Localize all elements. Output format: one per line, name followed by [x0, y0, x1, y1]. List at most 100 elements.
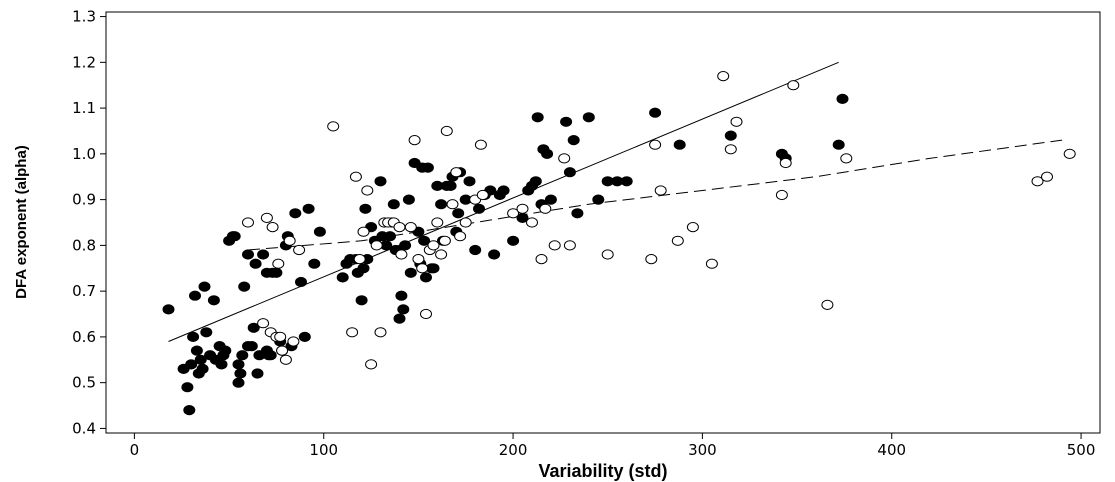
open-data-point [266, 222, 279, 233]
filled-data-point [497, 185, 510, 196]
filled-data-point [567, 135, 580, 146]
filled-data-point [488, 249, 501, 260]
filled-data-point [187, 331, 200, 342]
filled-data-point [649, 107, 662, 118]
fit-line-dashed [247, 139, 1063, 251]
y-tick-label: 0.4 [72, 419, 96, 437]
filled-data-point [295, 276, 307, 288]
y-tick-label: 1.1 [72, 99, 96, 117]
filled-data-point [420, 272, 432, 283]
filled-data-point [592, 194, 605, 205]
open-data-point [1031, 176, 1044, 187]
open-data-point [563, 240, 576, 251]
filled-data-point [673, 139, 686, 150]
filled-data-point [402, 194, 415, 205]
y-axis: 0.4 0.5 0.6 0.7 0.8 0.9 1.0 1.1 1.2 1.3 [72, 8, 106, 437]
filled-data-point [395, 290, 408, 301]
open-data-point [539, 203, 552, 214]
open-data-point [686, 222, 699, 233]
filled-data-point [832, 139, 845, 150]
filled-data-point [219, 345, 232, 356]
y-tick-label: 0.9 [72, 191, 96, 209]
filled-data-point [196, 363, 209, 374]
open-data-point [775, 189, 788, 201]
filled-data-point [427, 263, 440, 274]
open-data-point [272, 258, 285, 269]
filled-data-point [469, 244, 482, 256]
open-data-point [370, 240, 383, 251]
open-data-point [435, 249, 448, 260]
open-data-point [649, 139, 662, 150]
open-data-point [283, 235, 296, 246]
filled-data-point [251, 368, 264, 379]
filled-data-point [421, 162, 434, 173]
filled-data-point [228, 231, 241, 242]
open-data-point [516, 203, 529, 214]
open-data-point [507, 208, 520, 219]
open-data-point [654, 185, 667, 196]
filled-data-point [238, 281, 251, 292]
filled-data-point [560, 116, 573, 127]
filled-data-point [215, 359, 228, 370]
filled-data-point [444, 180, 457, 191]
x-axis-title: Variability (std) [538, 461, 667, 481]
open-data-point [412, 254, 425, 265]
filled-data-point [336, 272, 349, 283]
open-data-point [450, 167, 463, 178]
open-data-point [705, 258, 718, 269]
filled-data-point [582, 112, 595, 123]
open-data-point [526, 217, 538, 228]
open-data-point [416, 263, 429, 274]
filled-data-point [298, 331, 311, 342]
open-data-point [431, 217, 444, 228]
filled-data-point [249, 258, 262, 269]
filled-data-point [190, 345, 203, 356]
open-data-point [730, 116, 743, 127]
filled-data-point [162, 304, 175, 315]
plot-area-frame [105, 11, 1101, 434]
filled-data-point [289, 208, 302, 219]
open-data-point [476, 189, 489, 201]
filled-data-point [198, 281, 211, 292]
filled-data-point [473, 203, 485, 214]
open-data-point [440, 125, 453, 137]
open-data-point [293, 244, 306, 256]
filled-data-point [313, 226, 326, 237]
open-data-point [454, 231, 467, 242]
filled-data-point [357, 263, 370, 274]
filled-data-point [232, 377, 245, 388]
filled-data-point [541, 148, 554, 159]
open-data-point [601, 249, 614, 260]
filled-data-point [387, 199, 400, 210]
x-tick-label: 400 [877, 441, 906, 459]
filled-data-point [257, 249, 270, 260]
filled-data-point [264, 350, 277, 361]
filled-data-point [308, 258, 321, 269]
open-data-point [459, 217, 472, 228]
filled-data-point [836, 93, 849, 105]
y-tick-label: 1.2 [72, 53, 96, 71]
filled-data-point [620, 176, 633, 187]
open-data-point [353, 254, 366, 265]
open-data-point [717, 71, 730, 82]
filled-data-point [563, 167, 576, 178]
filled-data-point [507, 235, 520, 246]
filled-data-point [399, 240, 412, 251]
filled-data-point [531, 112, 544, 123]
filled-data-point [247, 322, 260, 333]
filled-data-point [185, 359, 198, 370]
open-data-point [260, 212, 273, 223]
filled-data-point [181, 382, 194, 393]
x-axis: 0 100 200 300 400 500 [130, 433, 1095, 459]
filled-data-point [270, 267, 283, 278]
filled-data-point [302, 203, 315, 214]
open-data-point [548, 240, 561, 251]
x-tick-label: 200 [499, 441, 528, 459]
open-data-point [787, 80, 800, 91]
filled-data-point [245, 341, 258, 352]
filled-data-point [463, 176, 476, 187]
filled-data-point [242, 249, 254, 260]
filled-data-point [544, 194, 557, 205]
filled-data-point [234, 368, 247, 379]
fit-line-solid [168, 61, 839, 342]
